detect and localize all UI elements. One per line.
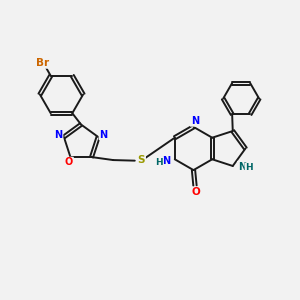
Text: N: N <box>238 162 246 172</box>
Text: O: O <box>191 187 200 197</box>
Text: H: H <box>155 158 163 167</box>
Text: N: N <box>100 130 108 140</box>
Text: S: S <box>138 155 145 165</box>
Text: N: N <box>190 116 199 126</box>
Text: O: O <box>65 158 73 167</box>
Text: H: H <box>245 163 253 172</box>
Text: N: N <box>162 156 170 166</box>
Text: Br: Br <box>36 58 49 68</box>
Text: N: N <box>54 130 62 140</box>
